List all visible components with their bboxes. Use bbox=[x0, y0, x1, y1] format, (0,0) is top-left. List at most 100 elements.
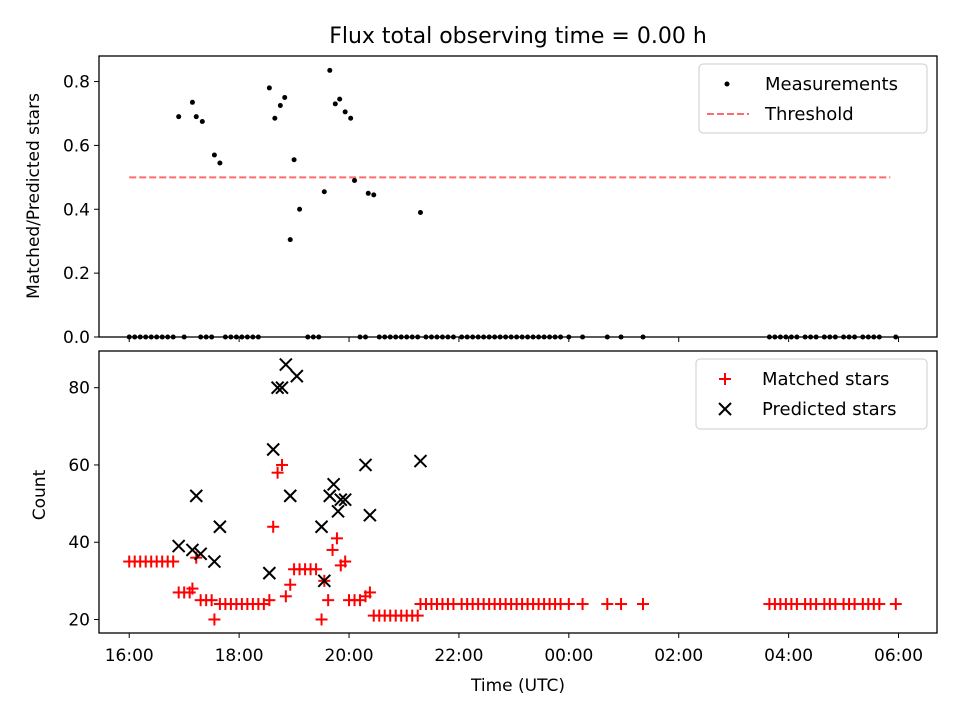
measurement-point bbox=[291, 157, 297, 163]
measurement-point bbox=[342, 109, 348, 115]
predicted-star-marker bbox=[189, 489, 203, 503]
x-tick-label: 00:00 bbox=[544, 646, 593, 666]
predicted-star-marker bbox=[270, 380, 285, 395]
matched-star-marker bbox=[411, 609, 424, 622]
bottom-legend: Matched stars Predicted stars bbox=[695, 358, 928, 430]
measurement-point bbox=[199, 118, 205, 124]
predicted-star-marker bbox=[185, 543, 200, 557]
top-y-tick-label: 0.4 bbox=[63, 200, 90, 220]
measurement-point bbox=[189, 99, 195, 105]
predicted-star-marker bbox=[413, 454, 428, 468]
top-legend-box bbox=[698, 63, 928, 134]
predicted-star-marker bbox=[317, 574, 332, 588]
matched-star-marker bbox=[339, 555, 352, 568]
legend-matched-label: Matched stars bbox=[762, 369, 889, 390]
x-tick-label: 04:00 bbox=[764, 646, 813, 666]
matched-star-marker bbox=[637, 598, 650, 611]
bottom-y-axis: 20 40 60 80 bbox=[68, 379, 99, 630]
measurement-point bbox=[217, 160, 223, 166]
bottom-legend-box bbox=[695, 358, 928, 430]
top-y-axis: 0.0 0.2 0.4 0.6 0.8 bbox=[63, 73, 99, 348]
predicted-star-marker bbox=[171, 539, 186, 553]
matched-star-marker bbox=[284, 578, 297, 591]
legend-predicted-marker bbox=[718, 402, 732, 416]
predicted-star-marker bbox=[331, 504, 345, 519]
top-y-axis-label: Matched/Predicted stars bbox=[24, 93, 44, 299]
measurement-point bbox=[287, 237, 293, 243]
predicted-star-marker bbox=[326, 477, 341, 491]
predicted-star-marker bbox=[262, 566, 277, 580]
matched-star-marker bbox=[275, 458, 288, 471]
matched-star-marker bbox=[279, 590, 292, 603]
measurement-point bbox=[193, 114, 199, 120]
predicted-star-marker bbox=[207, 554, 222, 569]
bottom-y-tick-label: 80 bbox=[68, 379, 90, 399]
bottom-y-tick-label: 20 bbox=[68, 610, 90, 630]
matched-star-marker bbox=[315, 613, 328, 626]
measurement-point bbox=[297, 206, 303, 212]
x-tick-label: 16:00 bbox=[105, 646, 154, 666]
matched-star-marker bbox=[205, 594, 218, 607]
top-y-tick-label: 0.6 bbox=[63, 136, 90, 156]
predicted-star-marker bbox=[358, 458, 373, 472]
bottom-axes-frame bbox=[98, 350, 938, 634]
top-legend: Measurements Threshold bbox=[698, 63, 928, 134]
measurement-point bbox=[327, 67, 333, 73]
measurement-point bbox=[321, 189, 327, 195]
matched-star-marker bbox=[330, 532, 343, 545]
top-y-tick-label: 0.0 bbox=[63, 328, 90, 348]
matched-star-marker bbox=[186, 582, 199, 595]
x-tick-label: 06:00 bbox=[874, 646, 923, 666]
matched-star-marker bbox=[615, 598, 628, 611]
measurement-point bbox=[417, 209, 423, 215]
measurement-point bbox=[266, 85, 272, 91]
predicted-star-marker bbox=[266, 442, 280, 457]
measurement-point bbox=[352, 178, 358, 184]
matched-star-marker bbox=[363, 586, 376, 599]
measurement-point bbox=[272, 115, 278, 121]
top-y-tick-label: 0.8 bbox=[63, 73, 90, 93]
top-panel: 0.00.20.40.60.8 Matched/Predicted stars … bbox=[24, 55, 938, 348]
matched-star-marker bbox=[263, 594, 276, 607]
legend-measurements-label: Measurements bbox=[765, 74, 898, 95]
bottom-panel: 20 40 60 80 16:00 18:00 20:00 22:00 00:00 02:00 0… bbox=[30, 350, 938, 696]
x-tick-label: 22:00 bbox=[434, 646, 483, 666]
measurement-point bbox=[348, 115, 354, 121]
matched-star-marker bbox=[271, 466, 284, 479]
matched-star-marker bbox=[167, 555, 180, 568]
predicted-star-marker bbox=[279, 357, 293, 372]
x-tick-label: 02:00 bbox=[654, 646, 703, 666]
matched-star-marker bbox=[310, 563, 323, 576]
legend-threshold-label: Threshold bbox=[764, 104, 854, 125]
matched-star-marker bbox=[576, 598, 589, 611]
measurement-point bbox=[282, 95, 288, 101]
predicted-star-marker bbox=[213, 520, 227, 534]
matched-star-marker bbox=[601, 598, 614, 611]
legend-matched-marker bbox=[719, 373, 731, 385]
matched-star-marker bbox=[873, 598, 886, 611]
bottom-y-tick-label: 60 bbox=[68, 456, 90, 476]
top-x-axis-ticks bbox=[128, 337, 900, 342]
top-y-tick-label: 0.2 bbox=[63, 264, 90, 284]
matched-star-marker bbox=[562, 598, 575, 611]
matched-star-marker bbox=[208, 613, 221, 626]
predicted-star-marker bbox=[193, 547, 208, 561]
top-axes-frame bbox=[98, 55, 938, 338]
bottom-y-axis-label: Count bbox=[30, 469, 50, 520]
matched-star-marker bbox=[267, 520, 280, 533]
predicted-star-marker bbox=[283, 489, 297, 503]
x-tick-label: 18:00 bbox=[215, 646, 264, 666]
predicted-stars-layer bbox=[171, 357, 428, 588]
chart-title: Flux total observing time = 0.00 h bbox=[329, 24, 707, 49]
matched-stars-layer bbox=[123, 458, 902, 626]
matched-star-marker bbox=[889, 598, 902, 611]
predicted-star-marker bbox=[275, 380, 289, 395]
matched-star-marker bbox=[326, 543, 339, 556]
measurement-point bbox=[371, 192, 377, 198]
predicted-star-marker bbox=[323, 489, 337, 503]
x-tick-label: 20:00 bbox=[325, 646, 374, 666]
bottom-y-tick-label: 40 bbox=[68, 533, 90, 553]
measurement-point bbox=[211, 152, 217, 158]
predicted-star-marker bbox=[338, 493, 352, 507]
predicted-star-marker bbox=[314, 520, 329, 534]
